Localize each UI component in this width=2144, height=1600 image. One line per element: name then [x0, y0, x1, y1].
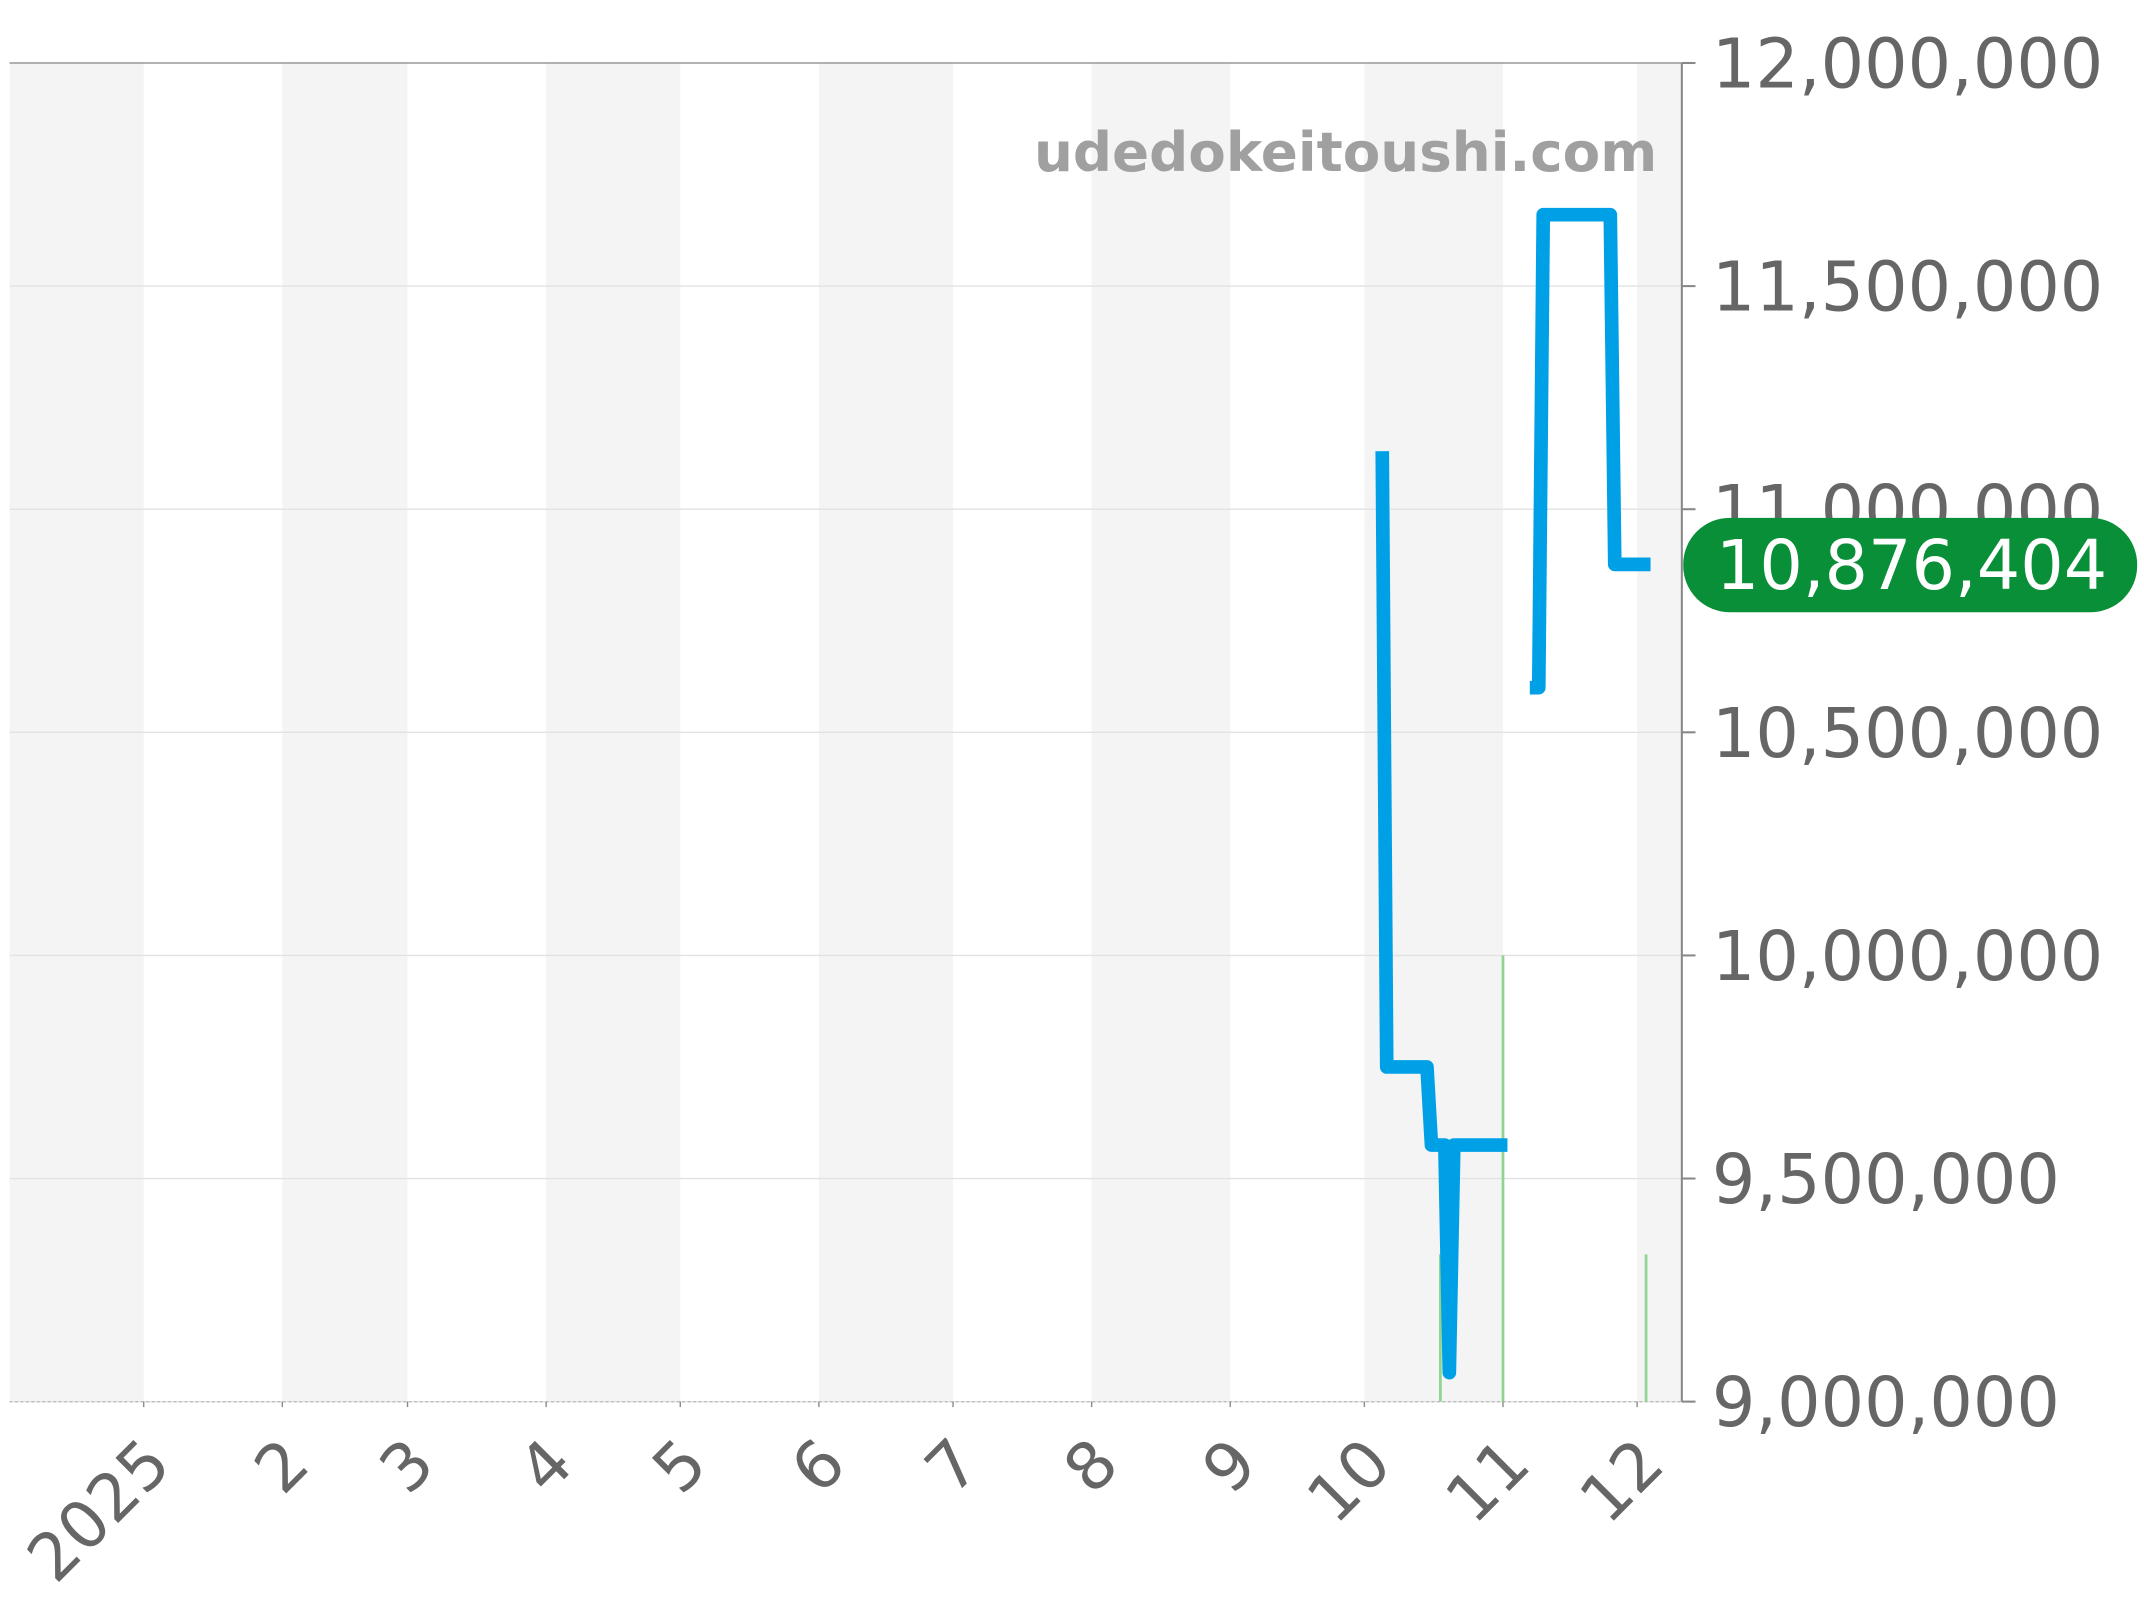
x-tick-label: 10	[1293, 1425, 1406, 1538]
price-line	[1375, 451, 1508, 1380]
y-tick-label: 9,500,000	[1712, 1141, 2060, 1220]
y-tick-label: 11,500,000	[1712, 249, 2103, 328]
markers	[1439, 955, 1648, 1402]
watermark: udedokeitoushi.com	[1034, 120, 1657, 184]
x-tick-label: 8	[1050, 1425, 1133, 1508]
x-axis: 2025 2 3 4 5 6 7 8 9 10 11 12	[13, 1401, 1679, 1597]
y-tick-label: 9,000,000	[1712, 1364, 2060, 1443]
last-value-badge: 10,876,404	[1683, 517, 2138, 613]
x-tick-label: 5	[638, 1425, 721, 1508]
x-tick-label: 7	[911, 1425, 994, 1508]
y-tick-label: 10,000,000	[1712, 918, 2103, 997]
x-tick-label: 3	[366, 1425, 449, 1508]
y-axis: 12,000,00011,500,00011,000,00010,500,000…	[1681, 26, 2103, 1443]
x-tick-label: 2	[240, 1425, 323, 1508]
x-tick-label: 9	[1188, 1425, 1271, 1508]
y-tick-label: 12,000,000	[1712, 26, 2103, 105]
x-tick-label: 6	[777, 1425, 860, 1508]
x-tick-label: 12	[1566, 1425, 1679, 1538]
x-tick-label: 2025	[13, 1425, 185, 1597]
series	[1375, 207, 1651, 1380]
last-value-label: 10,876,404	[1716, 527, 2107, 606]
last-value-badge-bg	[1683, 517, 2138, 613]
price-line	[1529, 207, 1651, 695]
y-tick-label: 10,500,000	[1712, 695, 2103, 774]
x-tick-label: 11	[1432, 1425, 1545, 1538]
x-tick-label: 4	[504, 1425, 587, 1508]
